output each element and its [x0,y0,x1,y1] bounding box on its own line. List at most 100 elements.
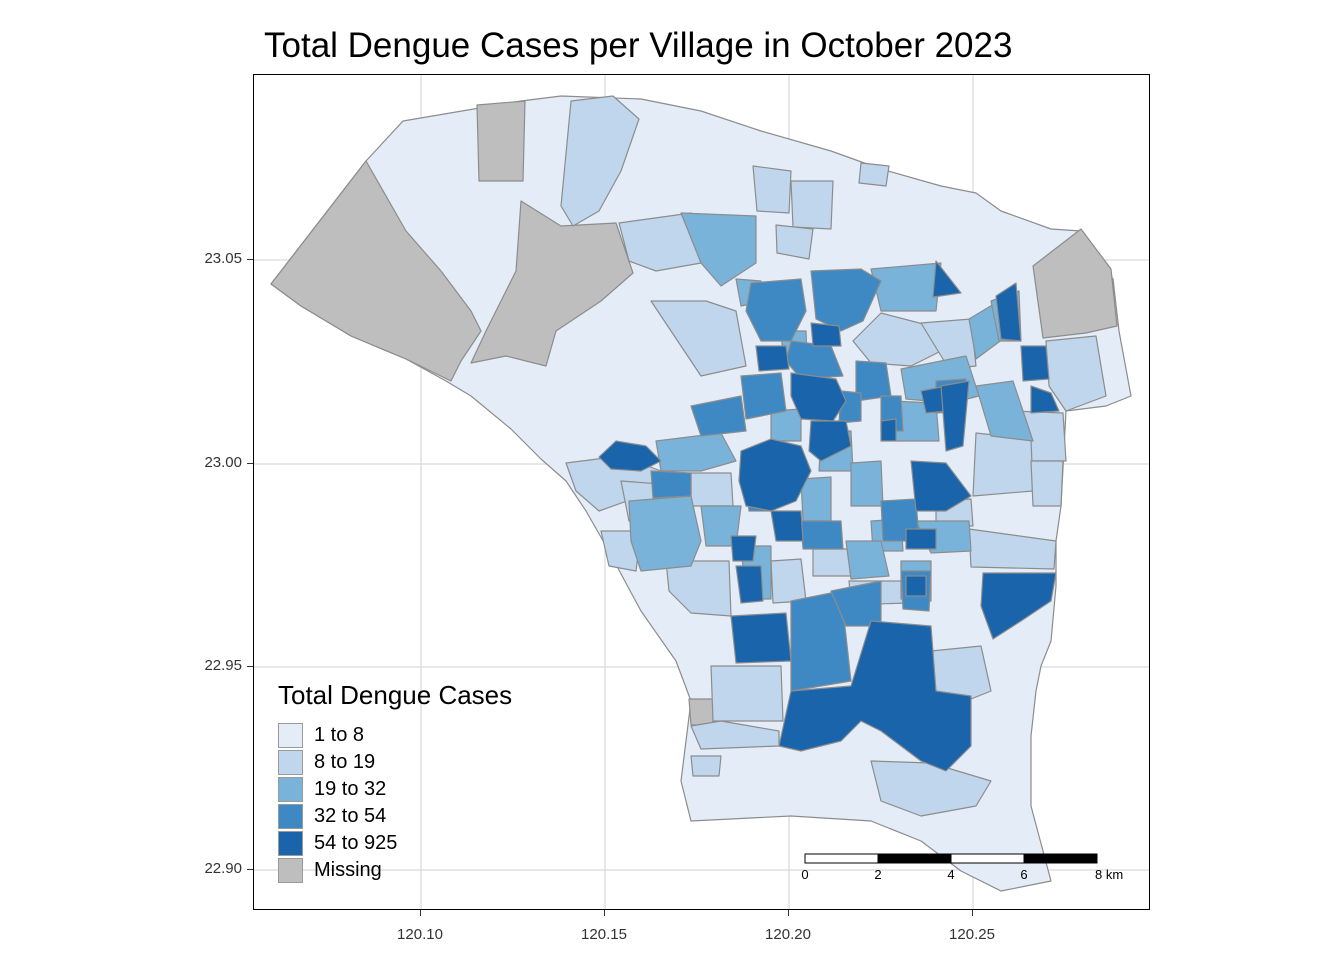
legend-swatch [278,777,303,802]
village-region [808,420,852,462]
legend-swatch [278,750,303,775]
village-region [755,345,790,372]
y-tick-label: 22.95 [204,657,242,674]
scale-label-8km: 8 km [1095,867,1123,882]
village-region [650,470,692,499]
region-missing-center [470,200,634,367]
village-region [880,418,897,442]
legend-item-32-to-54: 32 to 54 [278,803,512,830]
y-tickmark [247,463,253,464]
village-region [910,460,972,512]
scale-seg-1 [804,853,879,864]
legend-item-8-to-19: 8 to 19 [278,749,512,776]
scale-seg-2 [877,853,952,864]
village-region [770,558,807,604]
district-regions [270,95,1132,892]
legend-label: 54 to 925 [314,832,398,854]
village-region [810,322,842,347]
legend-item-19-to-32: 19 to 32 [278,776,512,803]
village-region [1030,460,1064,507]
village-region [845,540,890,580]
village-region [738,438,812,512]
x-tickmark [420,910,421,916]
x-tick-label: 120.10 [397,926,443,943]
village-region [1020,345,1050,382]
legend-label: Missing [314,859,382,881]
legend-swatch [278,723,303,748]
y-tick-label: 23.05 [204,250,242,267]
map-title: Total Dengue Cases per Village in Octobe… [264,26,1013,65]
village-region [618,212,702,272]
village-region [980,572,1057,640]
x-tick-label: 120.15 [581,926,627,943]
y-tick-label: 23.00 [204,454,242,471]
village-region [858,162,890,187]
village-region [710,665,784,722]
legend-item-1-to-8: 1 to 8 [278,722,512,749]
village-region [735,565,764,604]
village-region [690,472,734,507]
legend-item-missing: Missing [278,857,512,884]
x-tickmark [972,910,973,916]
village-region [972,432,1034,497]
scale-bar: 0 2 4 6 8 km [801,853,1123,882]
village-region [790,180,834,230]
village-region [905,575,927,597]
scale-label-4: 4 [947,867,954,882]
village-region [770,408,802,442]
map-canvas: 0 2 4 6 8 km [254,75,1149,909]
village-region [778,620,972,772]
village-region [800,520,844,550]
village-region [680,212,757,287]
legend-label: 8 to 19 [314,751,376,773]
village-region [932,260,962,298]
legend-swatch [278,831,303,856]
village-region [665,560,732,617]
y-tickmark [247,666,253,667]
village-region [650,300,747,377]
scale-label-6: 6 [1020,867,1027,882]
village-region [560,95,640,227]
village-region [800,476,832,522]
y-tickmark [247,259,253,260]
village-region [1030,385,1060,414]
village-region [690,755,722,777]
village-region [752,165,792,214]
region-missing-north [476,100,526,182]
legend-label: 32 to 54 [314,805,387,827]
village-region [628,495,702,572]
village-region [598,440,662,472]
scale-label-0: 0 [801,867,808,882]
village-region [850,460,884,507]
legend-item-54-to-925: 54 to 925 [278,830,512,857]
village-region [810,268,882,332]
region-missing-south [688,698,714,726]
village-region [870,262,942,312]
scale-label-2: 2 [874,867,881,882]
scale-seg-4 [1023,853,1098,864]
x-tickmark [788,910,789,916]
y-tickmark [247,869,253,870]
village-region [730,535,757,562]
x-tickmark [604,910,605,916]
map-panel: 0 2 4 6 8 km [253,74,1150,910]
legend: Total Dengue Cases 1 to 8 8 to 19 19 to … [278,680,512,884]
scale-seg-3 [950,853,1025,864]
village-region [690,720,780,750]
village-region [995,282,1022,342]
village-region [740,372,787,420]
village-region [812,548,852,577]
village-region [730,612,792,664]
y-tick-label: 22.90 [204,860,242,877]
legend-label: 1 to 8 [314,724,365,746]
village-region [905,528,937,550]
village-region [940,380,970,452]
region-missing-east [1032,228,1118,339]
legend-swatch [278,804,303,829]
x-tick-label: 120.25 [949,926,995,943]
region-missing-nw [270,160,482,382]
village-region [968,528,1057,570]
village-region [690,395,747,437]
x-tick-label: 120.20 [765,926,811,943]
legend-label: 19 to 32 [314,778,387,800]
